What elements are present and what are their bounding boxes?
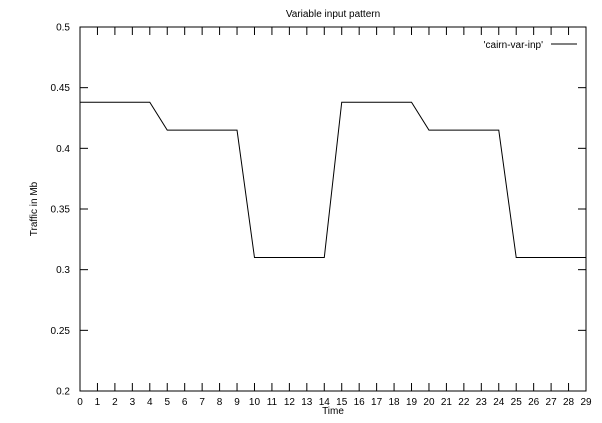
x-tick-label: 14 [319,397,331,408]
y-tick-label: 0.45 [51,83,71,94]
x-tick-label: 20 [423,397,435,408]
x-tick-label: 8 [217,397,223,408]
plot-area-frame [79,26,587,392]
y-axis-label: Traffic in Mb [29,181,40,236]
x-tick-label: 11 [267,397,278,408]
x-tick-label: 1 [95,397,101,408]
x-tick-label: 18 [389,397,401,408]
x-tick-label: 26 [528,397,540,408]
y-tick-label: 0.4 [56,144,70,155]
x-tick-label: 2 [112,397,118,408]
x-axis-ticks: 0 1 2 3 4 5 6 7 8 9 10 11 12 13 14 15 16 17 18 19 20 21 22 23 24… [77,27,592,408]
x-axis-label: Time [322,406,344,417]
x-tick-label: 21 [441,397,453,408]
x-tick-label: 12 [284,397,296,408]
x-tick-label: 5 [164,397,170,408]
x-tick-label: 27 [546,397,558,408]
x-tick-label: 10 [249,397,261,408]
x-tick-label: 22 [458,397,470,408]
y-tick-label: 0.2 [56,387,70,398]
x-tick-label: 19 [406,397,418,408]
chart-title: Variable input pattern [286,9,380,20]
y-axis-ticks: 0.2 0.25 0.3 0.35 0.4 0.45 0.5 [51,23,586,398]
x-tick-label: 4 [147,397,153,408]
x-tick-label: 28 [563,397,575,408]
series-line [80,101,586,259]
x-tick-label: 3 [130,397,136,408]
x-tick-label: 6 [182,397,188,408]
x-tick-label: 24 [493,397,505,408]
x-tick-label: 9 [234,397,240,408]
y-tick-label: 0.35 [51,205,71,216]
x-tick-label: 7 [199,397,205,408]
x-tick-label: 23 [476,397,488,408]
y-tick-label: 0.25 [51,326,71,337]
x-tick-label: 0 [77,397,83,408]
x-tick-label: 15 [336,397,348,408]
y-tick-label: 0.3 [56,265,70,276]
x-tick-label: 29 [580,397,592,408]
x-tick-label: 17 [371,397,383,408]
x-tick-label: 25 [511,397,523,408]
legend-entry-label: 'cairn-var-inp' [484,40,543,51]
x-tick-label: 13 [301,397,313,408]
series-layer [80,101,586,259]
x-tick-label: 16 [354,397,366,408]
y-tick-label: 0.5 [56,23,70,34]
legend: 'cairn-var-inp' [484,40,577,51]
